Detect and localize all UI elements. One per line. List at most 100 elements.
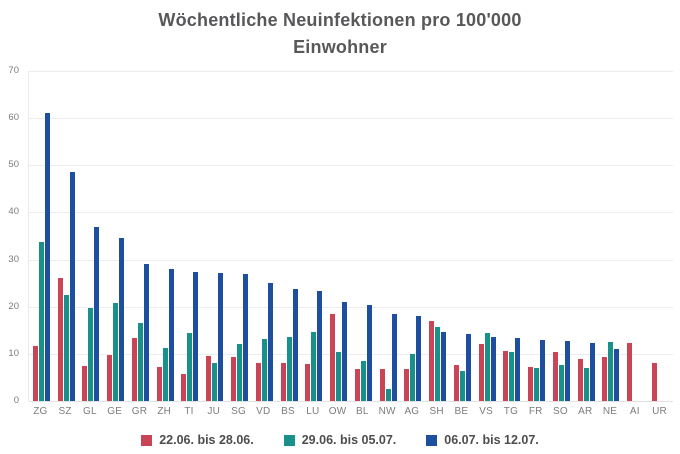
x-tick-label-bl: BL <box>356 406 369 417</box>
x-tick-label-bs: BS <box>281 406 295 417</box>
bar-tg-series2 <box>509 352 515 401</box>
gridline-70 <box>29 71 673 72</box>
bar-sz-series2 <box>63 294 69 401</box>
legend: 22.06. bis 28.06. 29.06. bis 05.07. 06.07.… <box>0 433 680 447</box>
bar-gl-series2 <box>88 307 94 401</box>
gridline-10 <box>29 353 673 355</box>
bar-ar-series1 <box>577 358 583 401</box>
bar-be-series3 <box>465 334 471 401</box>
bar-group-sg <box>227 71 252 401</box>
x-tick-label-ge: GE <box>107 406 123 417</box>
bar-vs-series2 <box>484 333 490 401</box>
bar-ju-series1 <box>206 355 212 401</box>
x-tick-label-vs: VS <box>479 406 494 417</box>
bar-sg-series2 <box>237 344 242 401</box>
bar-group-so <box>549 71 574 401</box>
bar-zg-series3 <box>44 113 50 401</box>
bar-bl-series2 <box>360 360 366 401</box>
x-tick-label-ow: OW <box>328 406 347 417</box>
y-axis-labels: 0 10 20 30 40 50 60 70 <box>0 65 22 406</box>
plot-area <box>28 71 673 402</box>
bar-ti-series1 <box>181 373 187 401</box>
x-tick-label-ai: AI <box>629 406 640 417</box>
bar-ti-series3 <box>193 272 199 401</box>
bar-ne-series2 <box>608 341 614 401</box>
bar-group-gl <box>79 71 104 401</box>
bar-ne-series1 <box>602 357 608 401</box>
bar-group-sh <box>425 71 450 401</box>
bar-ow-series2 <box>336 351 342 401</box>
x-tick-label-vd: VD <box>256 406 271 417</box>
legend-swatch-icon <box>283 434 295 446</box>
bar-ur-series1 <box>652 363 658 401</box>
bar-sg-series3 <box>243 274 248 401</box>
bar-ar-series2 <box>583 367 589 401</box>
legend-item-3: 06.07. bis 12.07. <box>426 433 539 447</box>
bar-sh-series1 <box>429 320 435 401</box>
bar-ag-series3 <box>416 316 422 401</box>
bar-bs-series2 <box>286 337 292 401</box>
bar-ju-series2 <box>212 362 218 401</box>
bar-fr-series1 <box>528 366 534 401</box>
bar-group-ow <box>326 71 351 401</box>
bar-group-ag <box>400 71 425 401</box>
gridline-60 <box>29 118 673 120</box>
bar-lu-series2 <box>311 332 317 401</box>
x-tick-label-sz: SZ <box>58 406 72 417</box>
gridline-0 <box>29 401 673 402</box>
bar-sh-series2 <box>435 326 441 401</box>
bar-group-nw <box>376 71 401 401</box>
x-tick-label-ne: NE <box>602 406 618 417</box>
bar-ge-series1 <box>107 354 113 401</box>
bar-bl-series3 <box>366 304 372 401</box>
x-tick-label-zg: ZG <box>33 406 48 417</box>
legend-item-2: 29.06. bis 05.07. <box>283 433 396 447</box>
y-tick-label-0: 0 <box>13 395 19 406</box>
bar-fr-series2 <box>534 367 540 401</box>
bar-nw-series2 <box>385 389 391 401</box>
bar-ar-series3 <box>589 342 595 401</box>
bar-group-sz <box>54 71 79 401</box>
bar-gr-series2 <box>137 323 143 401</box>
bar-so-series3 <box>564 341 570 401</box>
bar-group-lu <box>301 71 326 401</box>
bar-ow-series1 <box>330 314 336 401</box>
bar-group-zg <box>29 71 54 401</box>
bar-group-bs <box>277 71 302 401</box>
bar-tg-series3 <box>515 338 521 401</box>
bar-nw-series1 <box>379 368 385 401</box>
bar-sg-series1 <box>231 357 236 401</box>
gridline-30 <box>29 259 673 261</box>
chart-title: Wöchentliche Neuinfektionen pro 100'000 … <box>0 7 680 61</box>
bar-group-ai <box>623 71 648 401</box>
bar-be-series2 <box>459 370 465 401</box>
bar-vd-series1 <box>255 363 261 401</box>
bar-group-vs <box>475 71 500 401</box>
legend-label: 06.07. bis 12.07. <box>444 433 539 447</box>
y-tick-label-70: 70 <box>8 65 19 76</box>
gridline-20 <box>29 306 673 308</box>
bar-ow-series3 <box>342 301 348 401</box>
bar-be-series1 <box>453 364 459 401</box>
bar-nw-series3 <box>391 313 397 401</box>
bar-gr-series3 <box>143 263 149 401</box>
bar-lu-series3 <box>317 291 323 401</box>
y-tick-label-40: 40 <box>8 206 19 218</box>
bar-so-series2 <box>558 365 564 401</box>
bar-sh-series3 <box>441 332 447 401</box>
gridline-50 <box>29 165 673 167</box>
y-tick-label-10: 10 <box>8 347 19 359</box>
bar-so-series1 <box>552 351 558 401</box>
bar-group-ge <box>103 71 128 401</box>
x-axis-labels: ZG SZ GL GE GR ZH TI JU SG VD BS LU OW BL NW AG SH BE VS TG… <box>28 406 672 417</box>
legend-item-1: 22.06. bis 28.06. <box>141 433 254 447</box>
x-tick-label-so: SO <box>553 406 568 417</box>
bar-group-tg <box>500 71 525 401</box>
bar-ag-series1 <box>404 368 410 401</box>
bar-vs-series1 <box>478 344 484 401</box>
y-tick-label-60: 60 <box>8 112 19 124</box>
bar-vd-series3 <box>267 282 273 401</box>
bar-ai-series1 <box>627 342 633 401</box>
bar-group-ti <box>178 71 203 401</box>
